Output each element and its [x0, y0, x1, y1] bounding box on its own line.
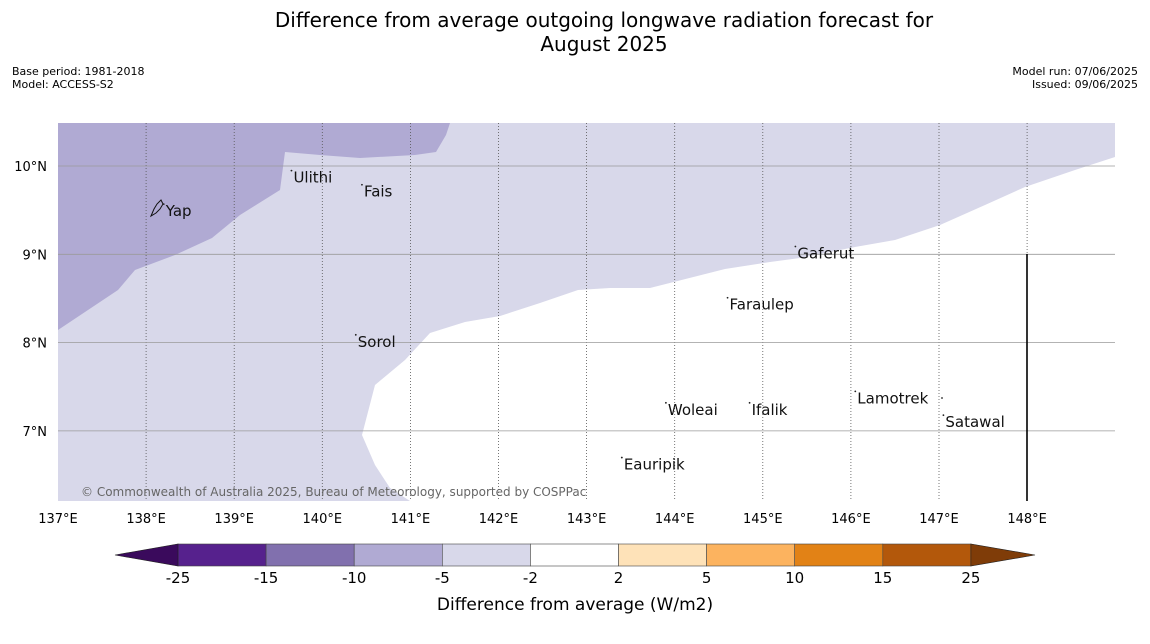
lon-tick-label: 142°E: [479, 512, 519, 527]
lon-tick-label: 145°E: [743, 512, 783, 527]
credit-text: © Commonwealth of Australia 2025, Bureau…: [81, 485, 586, 499]
island-marker: [941, 397, 943, 399]
colorbar-segment: [177, 543, 267, 567]
colorbar-segment: [353, 543, 443, 567]
lon-tick-label: 141°E: [391, 512, 431, 527]
model-run: Model run: 07/06/2025: [1012, 65, 1138, 78]
colorbar-segment: [882, 543, 972, 567]
lat-tick-label: 9°N: [23, 248, 48, 263]
colorbar-tick-label: 25: [961, 569, 980, 587]
yap-coastline-icon: [149, 199, 164, 218]
lon-tick-label: 146°E: [831, 512, 871, 527]
base-period: Base period: 1981-2018: [12, 65, 145, 78]
island-marker: [726, 296, 729, 299]
colorbar-tick-label: -25: [166, 569, 191, 587]
colorbar-tick-label: -5: [435, 569, 450, 587]
issued-date: Issued: 09/06/2025: [1031, 78, 1138, 91]
colorbar-tick-label: 2: [614, 569, 624, 587]
place-label-sorol: Sorol: [358, 333, 396, 351]
colorbar-high-extend: [970, 543, 1036, 567]
title-line-2: August 2025: [540, 32, 668, 56]
island-marker: [794, 245, 797, 248]
lon-tick-label: 148°E: [1007, 512, 1047, 527]
lon-tick-label: 147°E: [919, 512, 959, 527]
colorbar-segment: [530, 543, 619, 567]
lat-tick-label: 8°N: [23, 337, 48, 352]
place-label-woleai: Woleai: [668, 401, 718, 419]
place-label-fais: Fais: [364, 183, 393, 201]
island-marker: [290, 169, 293, 172]
map-labels: 137°E 138°E 139°E 140°E 141°E 142°E 143°E 144°E…: [14, 160, 1047, 527]
island-marker: [361, 183, 363, 186]
island-marker: [620, 456, 623, 459]
island-marker: [162, 203, 165, 206]
colorbar-tick-label: -2: [523, 569, 538, 587]
island-marker: [854, 390, 857, 393]
colorbar-title: Difference from average (W/m2): [437, 595, 713, 615]
model-name: Model: ACCESS-S2: [12, 78, 114, 91]
lon-tick-label: 140°E: [303, 512, 343, 527]
meta-left: Base period: 1981-2018 Model: ACCESS-S2: [12, 65, 144, 91]
colorbar-tick-label: 5: [702, 569, 712, 587]
chart-title: Difference from average outgoing longwav…: [0, 8, 1150, 56]
island-marker: [354, 333, 357, 336]
colorbar-tick-label: 10: [785, 569, 804, 587]
colorbar-tick-label: 15: [873, 569, 892, 587]
lon-tick-label: 137°E: [38, 512, 78, 527]
colorbar-segment: [265, 543, 355, 567]
place-label-yap: Yap: [165, 202, 192, 220]
colorbar-segment: [441, 543, 531, 567]
meta-right: Model run: 07/06/2025 Issued: 09/06/2025: [1012, 65, 1138, 91]
island-marker: [942, 414, 945, 417]
place-label-ifalik: Ifalik: [752, 401, 788, 419]
place-label-faraulep: Faraulep: [730, 296, 794, 314]
place-label-eauripik: Eauripik: [624, 456, 685, 474]
lon-tick-label: 144°E: [655, 512, 695, 527]
lon-tick-label: 138°E: [126, 512, 166, 527]
colorbar-segment: [618, 543, 707, 567]
place-labels: Yap Ulithi Fais Sorol Gaferut Faraulep Woleai I…: [162, 169, 1005, 474]
colorbar-tick-label: -10: [342, 569, 367, 587]
colorbar-segment: [706, 543, 795, 567]
lon-tick-label: 139°E: [214, 512, 254, 527]
place-label-ulithi: Ulithi: [293, 169, 332, 187]
place-label-gaferut: Gaferut: [797, 245, 854, 263]
region-medium-purple: [58, 123, 450, 330]
lat-tick-label: 7°N: [23, 425, 48, 440]
region-light-purple: [58, 123, 1115, 501]
colorbar-segment: [794, 543, 884, 567]
colorbar-low-extend: [114, 543, 179, 567]
colorbar-tick-label: -15: [254, 569, 279, 587]
lon-tick-label: 143°E: [567, 512, 607, 527]
place-label-lamotrek: Lamotrek: [857, 389, 928, 407]
title-line-1: Difference from average outgoing longwav…: [274, 8, 934, 32]
lat-tick-label: 10°N: [14, 160, 47, 175]
grid-lines: [58, 123, 1115, 501]
island-marker: [664, 401, 667, 404]
island-marker: [748, 401, 751, 404]
place-label-satawal: Satawal: [945, 413, 1004, 431]
